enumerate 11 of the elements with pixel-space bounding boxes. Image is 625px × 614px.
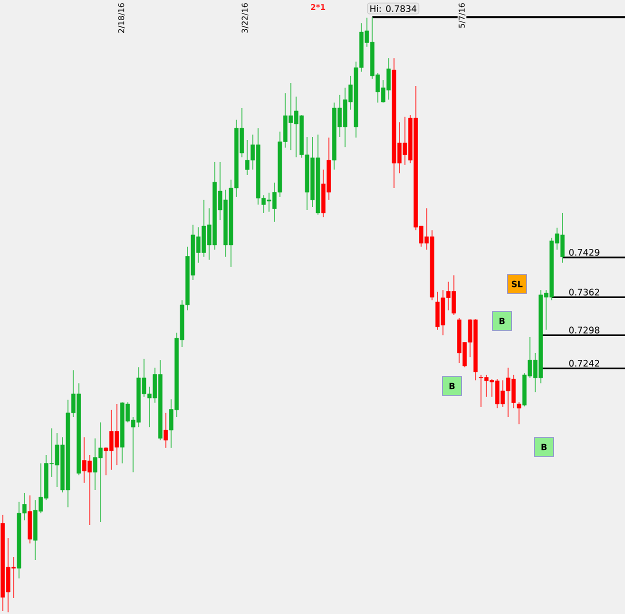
ref-line-label: 0.7362 bbox=[569, 288, 600, 296]
ref-line-label: 0.7429 bbox=[569, 248, 600, 256]
annotation: B bbox=[500, 318, 505, 324]
annotation: B bbox=[542, 444, 547, 450]
candlestick bbox=[164, 412, 168, 448]
ref-line-label: Hi: 0.7834 bbox=[370, 5, 416, 12]
ref-line-label: 0.7242 bbox=[569, 360, 600, 367]
annotation: B bbox=[450, 382, 455, 390]
candlestick bbox=[516, 402, 522, 425]
ref-line-label: 0.7298 bbox=[569, 326, 600, 334]
annotation: SL bbox=[512, 280, 523, 288]
